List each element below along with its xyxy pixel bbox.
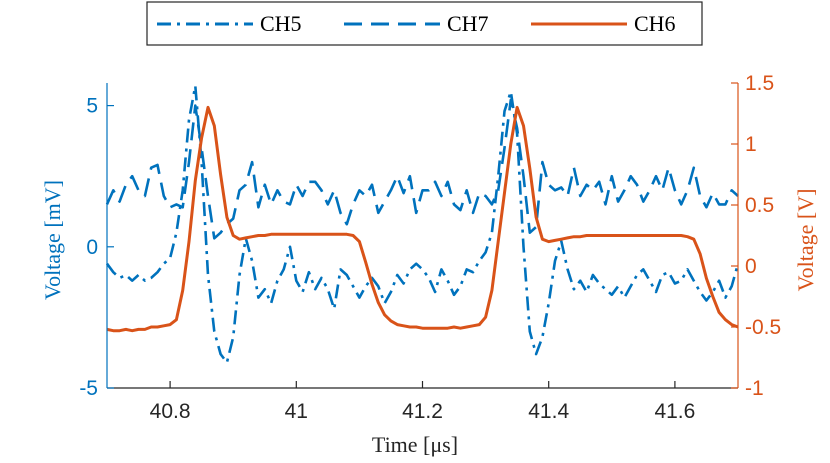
- x-tick-label: 41: [285, 400, 308, 423]
- right-axis-label: Voltage [V]: [793, 189, 818, 292]
- x-axis-label: Time [μs]: [372, 432, 458, 457]
- right-tick-label: 1.5: [745, 72, 774, 95]
- right-tick-label: 1: [745, 133, 757, 156]
- plot-area: [105, 84, 740, 364]
- left-tick-label: 5: [86, 95, 98, 118]
- right-tick-label: 0.5: [745, 194, 774, 217]
- ticks: 40.8 41 41.2 41.4 41.6 -5 0 5 -1 -0.5 0 0.5 1 1.5: [79, 72, 781, 423]
- left-tick-label: 0: [86, 236, 98, 259]
- x-tick-label: 41.4: [528, 400, 569, 423]
- legend-label-ch6: CH6: [634, 11, 676, 36]
- x-tick-label: 41.2: [402, 400, 443, 423]
- legend: CH5 CH7 CH6: [146, 1, 703, 46]
- left-axis-label: Voltage [mV]: [40, 180, 65, 300]
- series-line-ch7: [105, 98, 739, 240]
- right-tick-label: 0: [745, 255, 757, 278]
- x-tick-label: 41.6: [654, 400, 695, 423]
- right-tick-label: -1: [745, 377, 764, 400]
- legend-label-ch7: CH7: [447, 11, 489, 36]
- series-line-ch6: [106, 105, 739, 333]
- legend-label-ch5: CH5: [260, 11, 302, 36]
- right-tick-label: -0.5: [745, 316, 781, 339]
- series-line-ch5: [105, 84, 740, 364]
- x-tick-label: 40.8: [150, 400, 191, 423]
- left-tick-label: -5: [79, 377, 98, 400]
